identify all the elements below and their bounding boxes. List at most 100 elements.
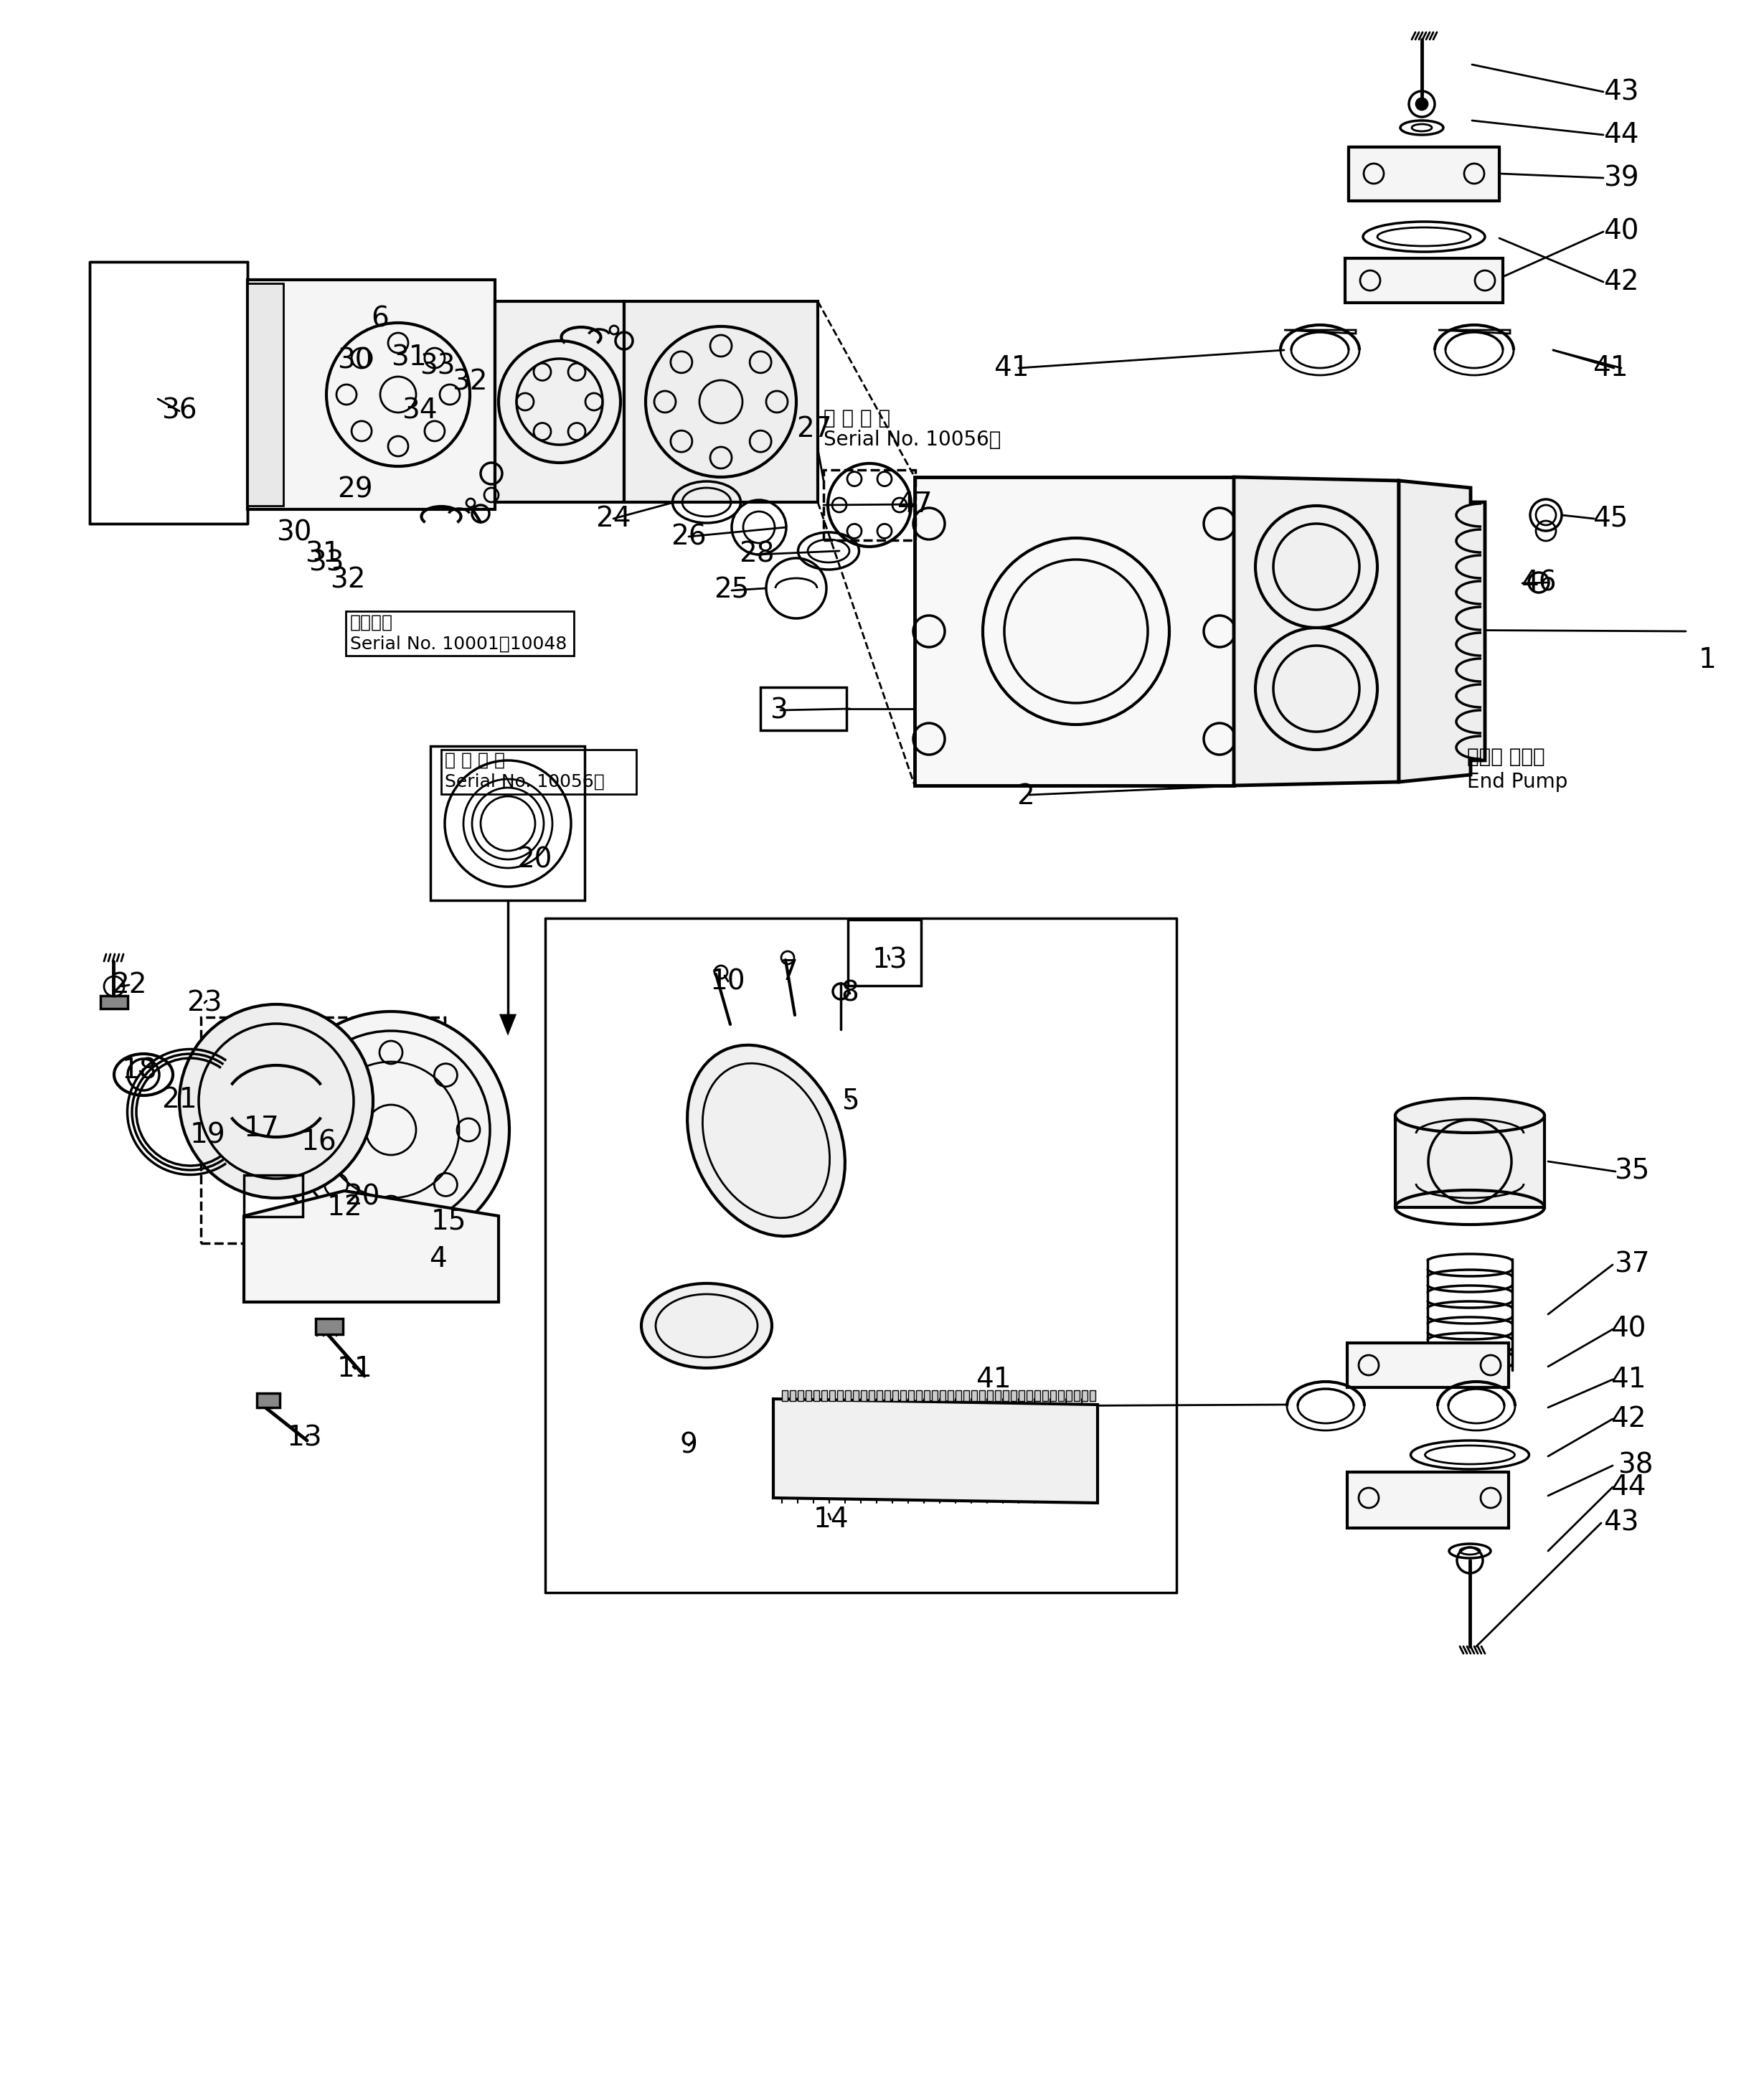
Text: 31: 31	[392, 343, 427, 372]
Text: 43: 43	[1603, 77, 1639, 104]
Text: 41: 41	[975, 1366, 1011, 1393]
Polygon shape	[773, 1400, 1097, 1502]
Text: 5: 5	[841, 1088, 859, 1116]
Bar	[441, 750, 637, 794]
Bar	[861, 1391, 866, 1402]
Bar	[1349, 146, 1499, 201]
Bar	[813, 1391, 818, 1402]
Text: 22: 22	[111, 971, 146, 999]
Ellipse shape	[1395, 1099, 1545, 1132]
Text: 9: 9	[679, 1431, 697, 1458]
Bar	[1065, 1391, 1073, 1402]
Text: 適 用 号 機: 適 用 号 機	[824, 407, 891, 428]
Polygon shape	[496, 301, 624, 501]
Bar	[1346, 259, 1503, 303]
Circle shape	[273, 1011, 510, 1249]
Text: 46: 46	[1521, 570, 1556, 597]
Bar	[940, 1391, 946, 1402]
Bar	[1090, 1391, 1095, 1402]
Bar	[1050, 1391, 1057, 1402]
Text: 13: 13	[288, 1425, 323, 1452]
Text: 20: 20	[344, 1182, 379, 1210]
Polygon shape	[247, 280, 496, 510]
Bar	[848, 919, 921, 986]
Bar	[1018, 1391, 1025, 1402]
Bar	[1004, 1391, 1009, 1402]
Text: 41: 41	[1611, 1366, 1646, 1393]
Bar	[1011, 1391, 1016, 1402]
Bar	[877, 1391, 882, 1402]
Bar	[201, 1017, 445, 1243]
Bar	[893, 1391, 898, 1402]
Text: 30: 30	[277, 520, 312, 547]
Bar	[988, 1391, 993, 1402]
Text: 8: 8	[841, 980, 859, 1007]
Bar	[1034, 1391, 1041, 1402]
Text: 23: 23	[187, 990, 222, 1017]
Text: 44: 44	[1603, 121, 1639, 148]
Bar	[806, 1391, 811, 1402]
Text: 38: 38	[1618, 1452, 1653, 1479]
Polygon shape	[1233, 476, 1399, 785]
Bar	[1348, 1473, 1508, 1527]
Text: Serial No. 10001〜10048: Serial No. 10001〜10048	[349, 635, 566, 652]
Text: 32: 32	[452, 370, 487, 397]
Bar	[947, 1391, 953, 1402]
Bar	[838, 1391, 843, 1402]
Bar	[900, 1391, 907, 1402]
Bar	[854, 1391, 859, 1402]
Bar	[316, 1318, 342, 1335]
Text: 28: 28	[739, 541, 774, 568]
Bar	[247, 284, 284, 506]
Polygon shape	[624, 301, 818, 501]
Bar	[963, 1391, 968, 1402]
Text: 41: 41	[993, 355, 1028, 382]
Text: 36: 36	[162, 397, 198, 424]
Bar	[797, 1391, 803, 1402]
Text: End Pump: End Pump	[1468, 773, 1568, 792]
Text: 34: 34	[402, 397, 437, 424]
Text: 39: 39	[1603, 165, 1639, 192]
Bar	[346, 612, 573, 656]
Text: 26: 26	[670, 522, 706, 549]
Text: 24: 24	[596, 506, 632, 533]
Bar	[916, 1391, 923, 1402]
Text: 33: 33	[420, 353, 455, 380]
Text: 35: 35	[1614, 1157, 1649, 1184]
Polygon shape	[1399, 480, 1485, 781]
Text: 19: 19	[191, 1122, 226, 1149]
Text: 1: 1	[1699, 646, 1716, 673]
Text: 2: 2	[1018, 783, 1035, 811]
Bar	[956, 1391, 961, 1402]
Text: 15: 15	[430, 1207, 466, 1235]
Text: 18: 18	[122, 1057, 157, 1084]
Text: 44: 44	[1611, 1473, 1646, 1500]
Bar	[884, 1391, 891, 1402]
Text: 33: 33	[309, 549, 344, 577]
Bar	[995, 1391, 1000, 1402]
Ellipse shape	[642, 1283, 773, 1368]
Circle shape	[180, 1005, 372, 1197]
Bar	[790, 1391, 796, 1402]
Text: 43: 43	[1603, 1510, 1639, 1538]
Text: 11: 11	[337, 1356, 372, 1383]
Text: 適 用 号 機: 適 用 号 機	[445, 752, 505, 769]
Bar	[931, 1391, 938, 1402]
Bar	[258, 1393, 280, 1408]
Bar	[430, 746, 584, 900]
Circle shape	[1416, 98, 1427, 111]
Text: 13: 13	[871, 946, 907, 973]
Text: 14: 14	[813, 1506, 848, 1533]
Text: 適用号機: 適用号機	[349, 614, 393, 631]
Bar	[781, 1391, 789, 1402]
Bar	[1043, 1391, 1048, 1402]
Text: 42: 42	[1611, 1406, 1646, 1433]
Bar	[924, 1391, 930, 1402]
Bar	[760, 687, 847, 731]
Text: 20: 20	[517, 846, 552, 873]
Text: 3: 3	[769, 696, 787, 723]
Text: Serial No. 10056〜: Serial No. 10056〜	[445, 773, 605, 790]
Text: 29: 29	[337, 476, 372, 503]
Bar	[824, 470, 916, 541]
Text: 32: 32	[330, 566, 365, 593]
